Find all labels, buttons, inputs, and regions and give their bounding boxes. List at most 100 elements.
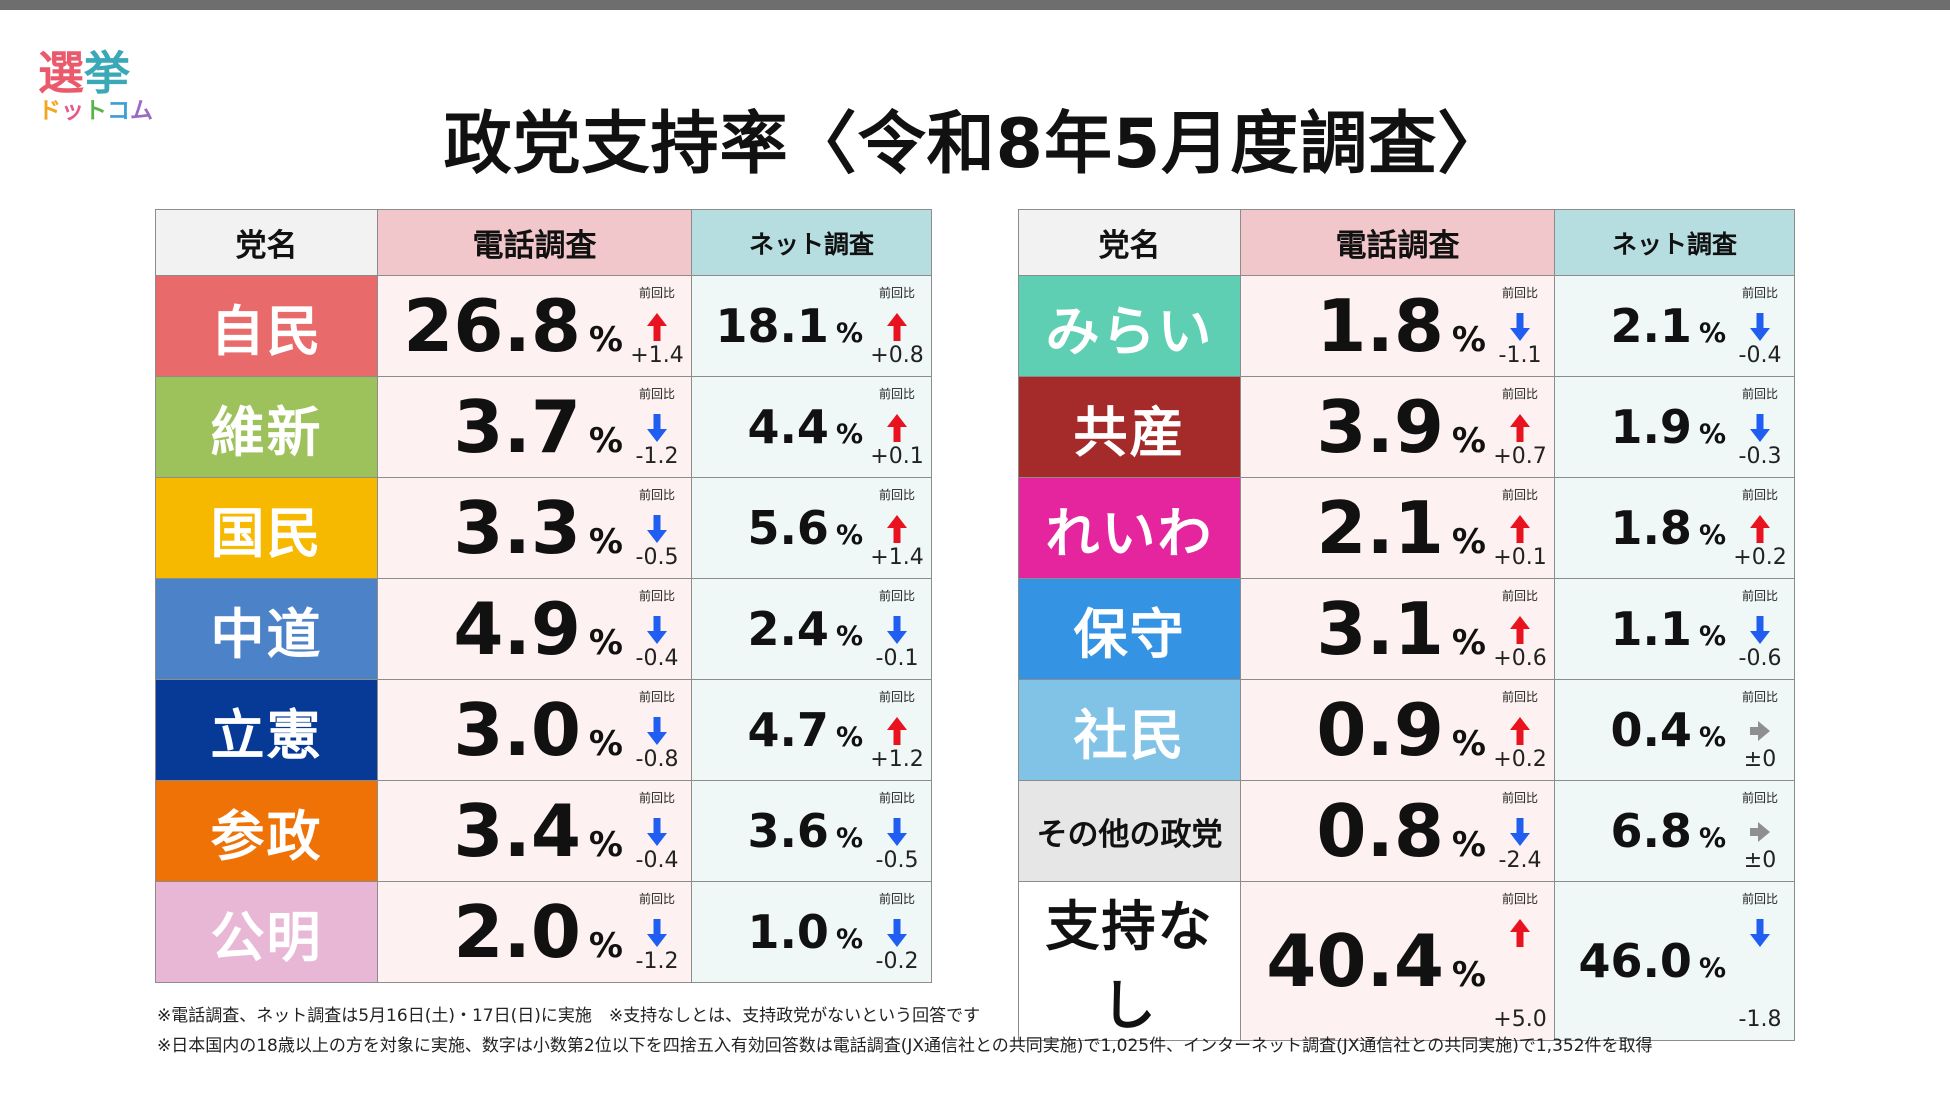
tel-cell: 0.9% 前回比 +0.2: [1240, 679, 1555, 781]
party-row: みらい 1.8% 前回比 -1.1 2.1% 前回比 -0.4: [1018, 275, 1795, 377]
net-number: 46.0: [1578, 934, 1692, 988]
arrow-up-icon: [887, 313, 907, 341]
net-diff: -0.1: [875, 646, 919, 671]
party-name: 保守: [1018, 578, 1241, 680]
party-name: 公明: [155, 881, 378, 983]
tel-diff: -0.5: [635, 545, 679, 570]
net-diff: ±0: [1743, 848, 1777, 873]
percent-unit: %: [835, 823, 863, 854]
footnote-1: ※電話調査、ネット調査は5月16日(土)・17日(日)に実施 ※支持なしとは、支…: [157, 1006, 981, 1026]
party-row: 参政 3.4% 前回比 -0.4 3.6% 前回比 -0.5: [155, 780, 932, 882]
prev-label: 前回比: [878, 892, 915, 906]
party-row: 公明 2.0% 前回比 -1.2 1.0% 前回比 -0.2: [155, 881, 932, 983]
net-value: 1.8%: [1610, 501, 1726, 555]
net-change: 前回比 +0.8: [869, 282, 925, 370]
percent-unit: %: [1451, 955, 1486, 995]
arrow-up-icon: [647, 313, 667, 341]
party-row: 保守 3.1% 前回比 +0.6 1.1% 前回比 -0.6: [1018, 578, 1795, 680]
poll-table-left: 党名 電話調査 ネット調査 自民 26.8% 前回比 +1.4 18.1% 前回比 +0.8…: [155, 209, 932, 983]
percent-unit: %: [588, 825, 623, 865]
net-diff: +1.4: [870, 545, 924, 570]
arrow-right-icon: [1750, 721, 1770, 741]
net-cell: 3.6% 前回比 -0.5: [691, 780, 932, 882]
net-change: 前回比 -0.4: [1732, 282, 1788, 370]
net-diff: -0.6: [1738, 646, 1782, 671]
net-change: 前回比 ±0: [1732, 686, 1788, 774]
percent-unit: %: [588, 623, 623, 663]
tel-value: 1.8%: [1316, 284, 1486, 368]
arrow-up-icon: [1510, 717, 1530, 745]
tel-cell: 0.8% 前回比 -2.4: [1240, 780, 1555, 882]
prev-label: 前回比: [638, 791, 675, 805]
party-name: 共産: [1018, 376, 1241, 478]
tel-change: 前回比 -0.5: [629, 484, 685, 572]
party-name: 維新: [155, 376, 378, 478]
tel-change: 前回比 +5.0: [1492, 888, 1548, 1034]
tel-number: 3.3: [453, 486, 581, 570]
tel-number: 0.9: [1316, 688, 1444, 772]
net-number: 6.8: [1610, 804, 1692, 858]
site-logo[interactable]: 選挙 ドットコム: [38, 50, 153, 123]
arrow-down-icon: [647, 414, 667, 442]
percent-unit: %: [1698, 823, 1726, 854]
tel-diff: -0.4: [635, 848, 679, 873]
tel-diff: -1.1: [1498, 343, 1542, 368]
net-cell: 2.4% 前回比 -0.1: [691, 578, 932, 680]
page-title: 政党支持率〈令和8年5月度調査〉: [443, 105, 1507, 184]
tel-diff: -1.2: [635, 444, 679, 469]
tel-cell: 1.8% 前回比 -1.1: [1240, 275, 1555, 377]
tel-value: 3.3%: [453, 486, 623, 570]
tel-value: 3.1%: [1316, 587, 1486, 671]
prev-label: 前回比: [878, 690, 915, 704]
tel-diff: +0.2: [1493, 747, 1547, 772]
party-row: 支持なし 40.4% 前回比 +5.0 46.0% 前回比 -1.8: [1018, 881, 1795, 1041]
tel-diff: +0.7: [1493, 444, 1547, 469]
tel-cell: 40.4% 前回比 +5.0: [1240, 881, 1555, 1041]
party-name: 中道: [155, 578, 378, 680]
tel-value: 2.1%: [1316, 486, 1486, 570]
header-net: ネット調査: [1554, 209, 1795, 276]
net-change: 前回比 -0.3: [1732, 383, 1788, 471]
percent-unit: %: [588, 926, 623, 966]
net-diff: +0.8: [870, 343, 924, 368]
party-name: れいわ: [1018, 477, 1241, 579]
tel-value: 3.0%: [453, 688, 623, 772]
net-diff: -0.4: [1738, 343, 1782, 368]
net-cell: 2.1% 前回比 -0.4: [1554, 275, 1795, 377]
net-value: 46.0%: [1578, 934, 1726, 988]
percent-unit: %: [1451, 421, 1486, 461]
net-change: 前回比 -0.6: [1732, 585, 1788, 673]
tel-cell: 2.0% 前回比 -1.2: [377, 881, 692, 983]
party-row: 社民 0.9% 前回比 +0.2 0.4% 前回比 ±0: [1018, 679, 1795, 781]
arrow-up-icon: [1510, 414, 1530, 442]
net-cell: 0.4% 前回比 ±0: [1554, 679, 1795, 781]
tel-diff: +1.4: [630, 343, 684, 368]
tel-number: 40.4: [1266, 919, 1444, 1003]
party-name: その他の政党: [1018, 780, 1241, 882]
tel-cell: 3.7% 前回比 -1.2: [377, 376, 692, 478]
percent-unit: %: [1451, 623, 1486, 663]
prev-label: 前回比: [1741, 791, 1778, 805]
prev-label: 前回比: [878, 791, 915, 805]
party-row: れいわ 2.1% 前回比 +0.1 1.8% 前回比 +0.2: [1018, 477, 1795, 579]
percent-unit: %: [835, 419, 863, 450]
party-row: 国民 3.3% 前回比 -0.5 5.6% 前回比 +1.4: [155, 477, 932, 579]
tel-change: 前回比 -1.2: [629, 888, 685, 976]
prev-label: 前回比: [1741, 690, 1778, 704]
arrow-up-icon: [1750, 515, 1770, 543]
net-cell: 1.8% 前回比 +0.2: [1554, 477, 1795, 579]
tel-change: 前回比 -0.4: [629, 787, 685, 875]
tel-diff: -2.4: [1498, 848, 1542, 873]
tel-change: 前回比 -1.1: [1492, 282, 1548, 370]
tel-cell: 3.0% 前回比 -0.8: [377, 679, 692, 781]
arrow-down-icon: [647, 919, 667, 947]
net-cell: 46.0% 前回比 -1.8: [1554, 881, 1795, 1041]
prev-label: 前回比: [1741, 589, 1778, 603]
prev-label: 前回比: [1741, 488, 1778, 502]
net-cell: 1.0% 前回比 -0.2: [691, 881, 932, 983]
percent-unit: %: [1451, 724, 1486, 764]
tel-number: 26.8: [403, 284, 581, 368]
net-value: 4.4%: [747, 400, 863, 454]
footnote-2: ※日本国内の18歳以上の方を対象に実施、数字は小数第2位以下を四捨五入有効回答数…: [157, 1036, 1653, 1056]
tel-cell: 4.9% 前回比 -0.4: [377, 578, 692, 680]
